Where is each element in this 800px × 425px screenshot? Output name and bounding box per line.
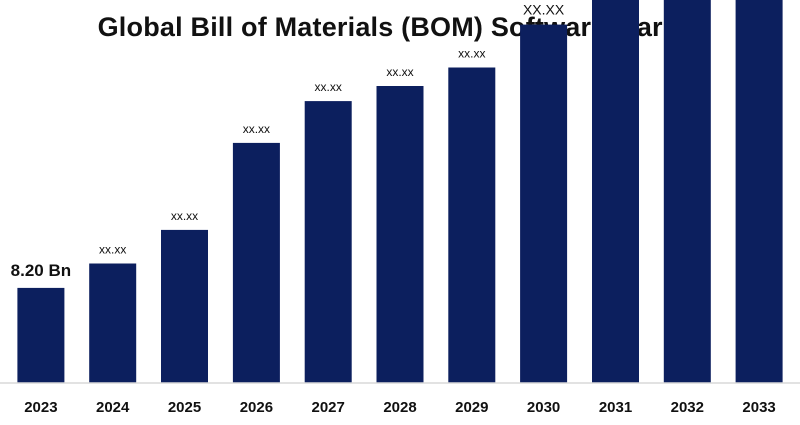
data-label-2029: xx.xx bbox=[458, 47, 485, 61]
bar-2024 bbox=[89, 263, 137, 383]
x-tick-label-2029: 2029 bbox=[455, 399, 488, 416]
bar-2028 bbox=[376, 86, 424, 383]
data-label-2024: xx.xx bbox=[99, 243, 126, 257]
x-tick-label-2030: 2030 bbox=[527, 399, 560, 416]
data-labels-group: 8.20 Bn xx.xx xx.xx xx.xx xx.xx xx.xx xx.xx XX.… bbox=[11, 2, 565, 280]
x-tick-labels-group: 2023 2024 2025 2026 2027 2028 2029 2030 2031 2032… bbox=[24, 399, 776, 416]
bar-2029 bbox=[448, 67, 496, 383]
bar-2027 bbox=[304, 101, 352, 383]
data-label-2027: xx.xx bbox=[315, 80, 342, 94]
x-tick-label-2028: 2028 bbox=[383, 399, 416, 416]
x-tick-label-2031: 2031 bbox=[599, 399, 632, 416]
x-tick-label-2032: 2032 bbox=[671, 399, 704, 416]
bar-2025 bbox=[161, 229, 208, 383]
x-tick-label-2027: 2027 bbox=[312, 399, 345, 416]
bars-group bbox=[17, 0, 783, 384]
x-tick-label-2023: 2023 bbox=[24, 399, 57, 416]
bar-2023 bbox=[17, 287, 65, 383]
x-tick-label-2033: 2033 bbox=[742, 399, 775, 416]
data-label-2023: 8.20 Bn bbox=[11, 261, 71, 280]
x-tick-label-2026: 2026 bbox=[240, 399, 273, 416]
bar-2030 bbox=[520, 24, 568, 383]
data-label-2028: xx.xx bbox=[386, 65, 413, 79]
x-tick-label-2024: 2024 bbox=[96, 399, 130, 416]
bar-2033 bbox=[735, 0, 783, 383]
x-tick-label-2025: 2025 bbox=[168, 399, 201, 416]
bar-2032 bbox=[663, 0, 711, 383]
data-label-2030: XX.XX bbox=[523, 2, 565, 18]
data-label-2026: xx.xx bbox=[243, 122, 270, 136]
bar-2026 bbox=[232, 142, 280, 383]
bar-2031 bbox=[592, 0, 639, 384]
data-label-2025: xx.xx bbox=[171, 209, 198, 223]
